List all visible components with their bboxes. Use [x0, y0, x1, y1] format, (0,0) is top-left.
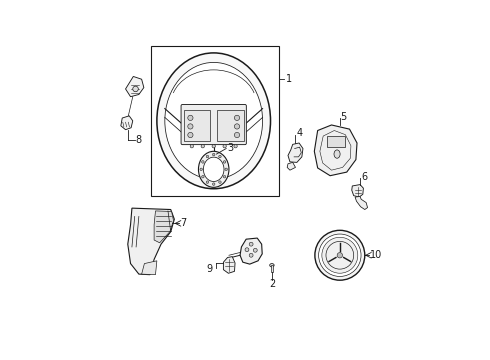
Bar	[184, 109, 210, 141]
Circle shape	[201, 161, 204, 163]
Circle shape	[322, 237, 358, 273]
Circle shape	[219, 155, 221, 158]
FancyBboxPatch shape	[181, 104, 246, 145]
Circle shape	[337, 253, 343, 258]
Circle shape	[315, 230, 365, 280]
Text: 7: 7	[180, 219, 186, 228]
Polygon shape	[154, 211, 173, 243]
Ellipse shape	[270, 264, 274, 267]
Ellipse shape	[334, 150, 340, 158]
Polygon shape	[287, 162, 295, 170]
Circle shape	[133, 86, 138, 92]
Polygon shape	[288, 143, 303, 162]
Bar	[271, 265, 273, 272]
Text: 6: 6	[361, 172, 368, 182]
Circle shape	[213, 153, 215, 156]
Circle shape	[234, 145, 237, 148]
Polygon shape	[128, 208, 174, 275]
Circle shape	[219, 181, 221, 183]
Circle shape	[212, 145, 216, 148]
Text: 3: 3	[227, 143, 233, 153]
Circle shape	[206, 181, 209, 183]
Circle shape	[225, 168, 227, 171]
Circle shape	[245, 248, 249, 252]
Ellipse shape	[157, 53, 270, 189]
Circle shape	[188, 124, 193, 129]
Text: 8: 8	[136, 135, 142, 145]
Circle shape	[249, 242, 253, 246]
Ellipse shape	[165, 62, 263, 179]
Ellipse shape	[203, 157, 224, 181]
Circle shape	[188, 132, 193, 138]
Circle shape	[190, 145, 194, 148]
Text: 4: 4	[296, 128, 302, 138]
Circle shape	[234, 115, 240, 121]
Polygon shape	[352, 185, 364, 197]
Circle shape	[223, 145, 226, 148]
Polygon shape	[121, 116, 133, 130]
Circle shape	[318, 234, 361, 276]
Circle shape	[206, 155, 209, 158]
Polygon shape	[240, 238, 262, 264]
Polygon shape	[125, 76, 144, 97]
Ellipse shape	[198, 151, 229, 187]
Circle shape	[188, 115, 193, 121]
Bar	[327, 136, 345, 147]
Circle shape	[223, 175, 226, 178]
Circle shape	[234, 124, 240, 129]
Text: 2: 2	[269, 279, 275, 288]
Circle shape	[253, 248, 257, 252]
Text: 1: 1	[286, 74, 292, 84]
Bar	[151, 46, 279, 195]
Polygon shape	[223, 257, 235, 273]
Circle shape	[201, 175, 204, 178]
Polygon shape	[142, 261, 157, 275]
Polygon shape	[355, 197, 368, 210]
Text: 9: 9	[206, 264, 212, 274]
Polygon shape	[314, 125, 357, 176]
Circle shape	[200, 168, 202, 171]
Circle shape	[213, 183, 215, 185]
Circle shape	[234, 132, 240, 138]
Text: 5: 5	[341, 112, 347, 122]
Circle shape	[201, 145, 204, 148]
Circle shape	[223, 161, 226, 163]
Text: 10: 10	[370, 250, 382, 260]
Bar	[218, 109, 244, 141]
Circle shape	[249, 253, 253, 257]
